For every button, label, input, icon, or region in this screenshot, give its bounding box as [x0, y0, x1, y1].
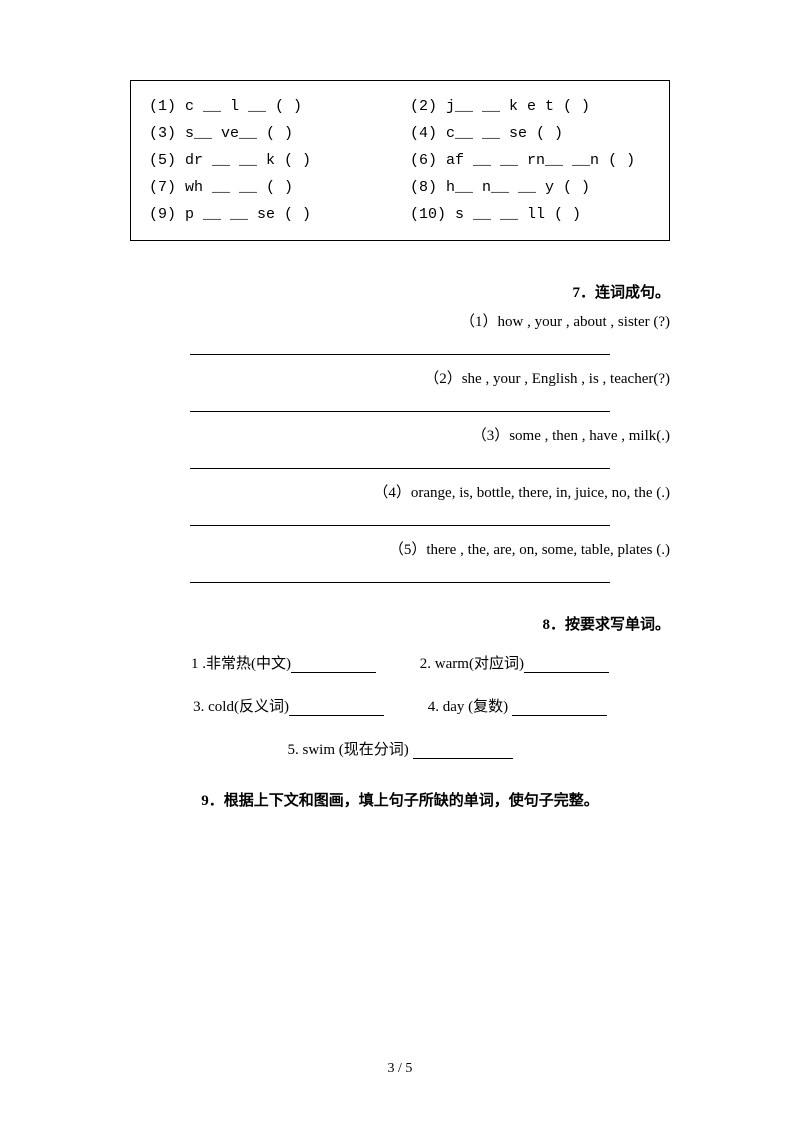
- item-number: 2.: [420, 656, 431, 672]
- item-number: 3.: [193, 699, 204, 715]
- answer-blank: [190, 563, 610, 583]
- question-text: （3）some , then , have , milk(.): [130, 424, 670, 445]
- fill-item: 1 .非常热(中文): [191, 652, 376, 673]
- answer-blank: [190, 449, 610, 469]
- box-cell: (1) c __ l __ ( ): [149, 93, 410, 120]
- answer-blank: [190, 335, 610, 355]
- box-row: (1) c __ l __ ( ) (2) j__ __ k e t ( ): [149, 93, 651, 120]
- section-8-title: 8．按要求写单词。: [130, 613, 670, 634]
- section-9-title: 9．根据上下文和图画，填上句子所缺的单词，使句子完整。: [130, 789, 670, 810]
- fill-item: 4. day (复数): [428, 695, 607, 716]
- fill-blank: [289, 701, 384, 716]
- fill-blank: [512, 701, 607, 716]
- fill-item: 3. cold(反义词): [193, 695, 384, 716]
- answer-blank: [190, 392, 610, 412]
- item-label: 非常热(中文): [206, 656, 291, 672]
- box-cell: (9) p __ __ se ( ): [149, 201, 410, 228]
- item-number: 4.: [428, 699, 439, 715]
- section-7-title: 7．连词成句。: [130, 281, 670, 302]
- fill-row: 3. cold(反义词) 4. day (复数): [130, 695, 670, 716]
- fill-blank: [291, 658, 376, 673]
- box-row: (5) dr __ __ k ( ) (6) af __ __ rn__ __n…: [149, 147, 651, 174]
- answer-blank: [190, 506, 610, 526]
- fill-row: 1 .非常热(中文) 2. warm(对应词): [130, 652, 670, 673]
- box-cell: (8) h__ n__ __ y ( ): [410, 174, 651, 201]
- item-label: day (复数): [439, 699, 512, 715]
- box-row: (9) p __ __ se ( ) (10) s __ __ ll ( ): [149, 201, 651, 228]
- item-label: swim (现在分词): [299, 742, 413, 758]
- fill-item: 5. swim (现在分词): [288, 738, 513, 759]
- question-text: （1）how , your , about , sister (?): [130, 310, 670, 331]
- question-text: （2）she , your , English , is , teacher(?…: [130, 367, 670, 388]
- box-cell: (2) j__ __ k e t ( ): [410, 93, 651, 120]
- word-fill-box: (1) c __ l __ ( ) (2) j__ __ k e t ( ) (…: [130, 80, 670, 241]
- box-row: (7) wh __ __ ( ) (8) h__ n__ __ y ( ): [149, 174, 651, 201]
- item-number: 1 .: [191, 656, 206, 672]
- fill-blank: [413, 744, 513, 759]
- box-cell: (6) af __ __ rn__ __n ( ): [410, 147, 651, 174]
- box-cell: (4) c__ __ se ( ): [410, 120, 651, 147]
- item-number: 5.: [288, 742, 299, 758]
- box-cell: (3) s__ ve__ ( ): [149, 120, 410, 147]
- item-label: warm(对应词): [431, 656, 524, 672]
- fill-item: 2. warm(对应词): [420, 652, 609, 673]
- box-cell: (10) s __ __ ll ( ): [410, 201, 651, 228]
- item-label: cold(反义词): [204, 699, 289, 715]
- fill-blank: [524, 658, 609, 673]
- page-number: 3 / 5: [0, 1061, 800, 1077]
- box-cell: (5) dr __ __ k ( ): [149, 147, 410, 174]
- question-text: （4）orange, is, bottle, there, in, juice,…: [130, 481, 670, 502]
- box-cell: (7) wh __ __ ( ): [149, 174, 410, 201]
- fill-row: 5. swim (现在分词): [130, 738, 670, 759]
- question-text: （5）there , the, are, on, some, table, pl…: [130, 538, 670, 559]
- box-row: (3) s__ ve__ ( ) (4) c__ __ se ( ): [149, 120, 651, 147]
